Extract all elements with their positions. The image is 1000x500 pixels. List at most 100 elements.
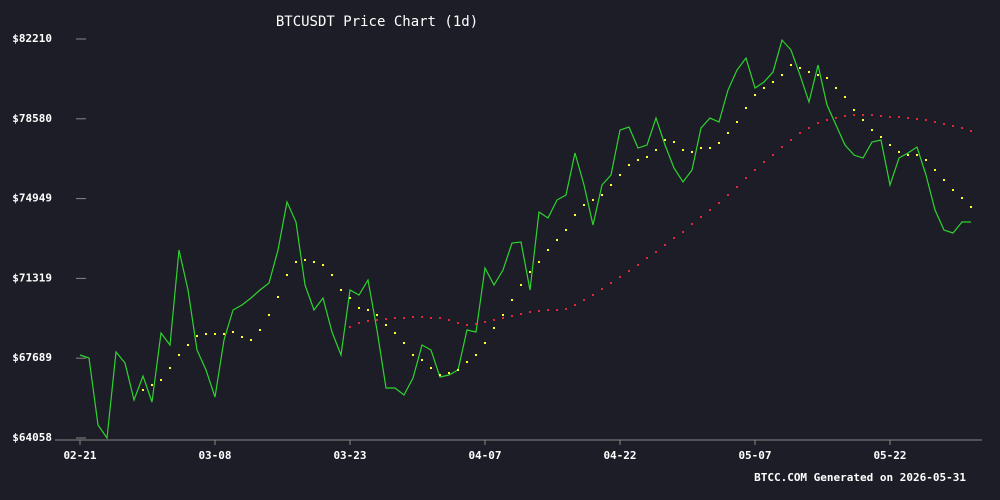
ma-dot [916, 117, 918, 120]
ma-dot [142, 388, 144, 391]
ma-dot [295, 260, 297, 263]
ma-dot [601, 287, 603, 290]
ma-dot [691, 151, 693, 154]
ma-dot [826, 76, 828, 79]
ma-dot [970, 129, 972, 132]
ma-dot [727, 193, 729, 196]
ma-dot [646, 155, 648, 158]
ma-dot [565, 228, 567, 231]
ma-dot [700, 147, 702, 150]
ma-dot [727, 131, 729, 134]
ma-dot [457, 321, 459, 324]
ma-dot [187, 343, 189, 346]
ma-dot [952, 188, 954, 191]
ma-dot [772, 80, 774, 83]
ma-dot [628, 163, 630, 166]
ma-dot [673, 141, 675, 144]
ma-dot [448, 372, 450, 375]
ma-dot [430, 366, 432, 369]
x-tick-label: 04-22 [603, 449, 636, 462]
ma-dot [718, 202, 720, 205]
ma-dot [160, 378, 162, 381]
ma-dot [817, 121, 819, 124]
ma-dot [934, 121, 936, 124]
ma-dot [781, 74, 783, 77]
ma-dot [718, 141, 720, 144]
x-tick-label: 04-07 [468, 449, 501, 462]
ma-dot [835, 86, 837, 89]
ma-dot [349, 325, 351, 328]
ma-dot [700, 216, 702, 219]
x-tick-label: 03-08 [198, 449, 231, 462]
ma-dot [214, 333, 216, 336]
ma-dot [520, 283, 522, 286]
ma-dot [790, 64, 792, 67]
price-line [79, 38, 971, 440]
ma-dot [196, 335, 198, 338]
ma-dot [322, 264, 324, 267]
ma-dot [439, 317, 441, 320]
ma-dot [547, 248, 549, 251]
ma-dot [421, 358, 423, 361]
ma-dot [691, 222, 693, 225]
ma-dot [880, 114, 882, 117]
ma-dot [790, 139, 792, 142]
ma-dot [358, 321, 360, 324]
ma-dot [367, 309, 369, 312]
ma-dot [655, 149, 657, 152]
x-tick-label: 05-22 [873, 449, 906, 462]
ma-dot [601, 193, 603, 196]
ma-dot [241, 335, 243, 338]
ma-dot [367, 319, 369, 322]
ma-dot [664, 139, 666, 142]
ma-dot [655, 250, 657, 253]
ma-dot [439, 374, 441, 377]
ma-dot [709, 208, 711, 211]
ma-dot [907, 153, 909, 156]
ma-dot [538, 260, 540, 263]
ma-dot [484, 341, 486, 344]
ma-dot [592, 293, 594, 296]
ma-dot [583, 299, 585, 302]
ma-dot [178, 353, 180, 356]
ma-dot [574, 214, 576, 217]
ma-dot [925, 159, 927, 162]
y-tick-label: $82210 [12, 32, 52, 45]
ma-dot [529, 270, 531, 273]
footer: BTCC.COM Generated on 2026-05-31 [754, 471, 966, 484]
ma-dot [754, 169, 756, 172]
ma-dot [844, 114, 846, 117]
ma-dot [304, 258, 306, 261]
y-tick-label: $71319 [12, 271, 52, 284]
ma-dot [619, 173, 621, 176]
ma-dot [556, 309, 558, 312]
x-tick-label: 03-23 [333, 449, 366, 462]
y-tick-label: $74949 [12, 192, 52, 205]
ma-dot [637, 264, 639, 267]
ma-dot [961, 127, 963, 130]
ma-dot [592, 198, 594, 201]
ma-dot [952, 125, 954, 128]
ma-dot [529, 311, 531, 314]
ma-dot [250, 339, 252, 342]
ma-dot [430, 317, 432, 320]
chart-title: BTCUSDT Price Chart (1d) [276, 14, 478, 30]
ma-dot [493, 327, 495, 330]
ma-dot [853, 108, 855, 111]
ma-dot [673, 236, 675, 239]
ma-dot [520, 313, 522, 316]
ma-dot [583, 204, 585, 207]
ma-dot [664, 244, 666, 247]
ma-dot [169, 366, 171, 369]
ma-dot [358, 307, 360, 310]
ma-dot [205, 333, 207, 336]
ma-dot [619, 275, 621, 278]
ma-dot [286, 273, 288, 276]
ma-dot [916, 153, 918, 156]
ma-dot [763, 86, 765, 89]
ma-dot [889, 143, 891, 146]
ma-dot [835, 116, 837, 119]
ma-dot [646, 256, 648, 259]
ma-dot [871, 129, 873, 132]
ma-dot [385, 323, 387, 326]
